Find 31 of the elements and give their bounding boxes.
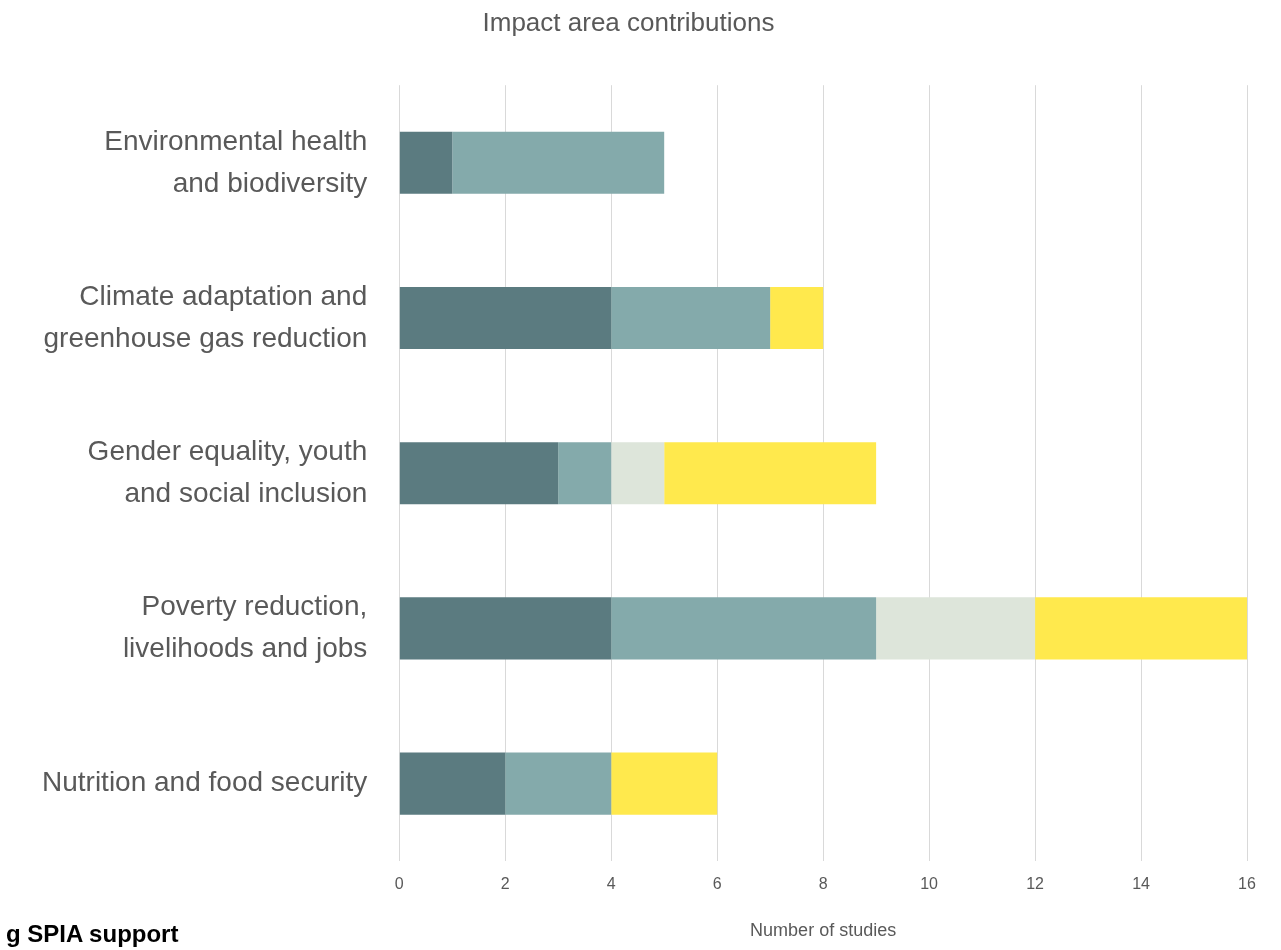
x-axis-title: Number of studies xyxy=(750,920,897,941)
y-tick-label: Environmental health and biodiversity xyxy=(104,124,368,198)
bar xyxy=(1035,597,1247,660)
bar xyxy=(452,131,665,194)
chart-title: Impact area contributions xyxy=(482,6,775,37)
x-tick-label: 0 xyxy=(394,875,404,893)
bar xyxy=(399,752,506,815)
bar xyxy=(770,286,824,350)
bar xyxy=(399,597,612,660)
y-tick-label: Nutrition and food security xyxy=(42,766,368,798)
x-tick-label: 2 xyxy=(500,875,510,893)
bar xyxy=(611,286,771,350)
x-tick-label: 4 xyxy=(606,875,616,893)
bar xyxy=(399,442,559,505)
bar xyxy=(558,442,612,505)
bar xyxy=(611,597,877,660)
y-tick-label: Climate adaptation and greenhouse gas reduction xyxy=(43,279,368,353)
caption-text: g SPIA support xyxy=(6,920,179,948)
x-tick-label: 16 xyxy=(1238,875,1256,893)
x-tick-label: 8 xyxy=(818,875,828,893)
x-tick-label: 14 xyxy=(1132,875,1151,893)
bar xyxy=(664,442,877,505)
x-tick-label: 12 xyxy=(1026,875,1045,893)
y-tick-label: Gender equality, youth and social inclusion xyxy=(87,434,368,508)
bar xyxy=(399,286,612,350)
bar xyxy=(399,131,453,194)
bar xyxy=(505,752,612,815)
x-tick-label: 10 xyxy=(920,875,939,893)
y-tick-label: Poverty reduction, livelihoods and jobs xyxy=(122,590,368,664)
x-tick-label: 6 xyxy=(712,875,722,893)
bar xyxy=(611,752,718,815)
